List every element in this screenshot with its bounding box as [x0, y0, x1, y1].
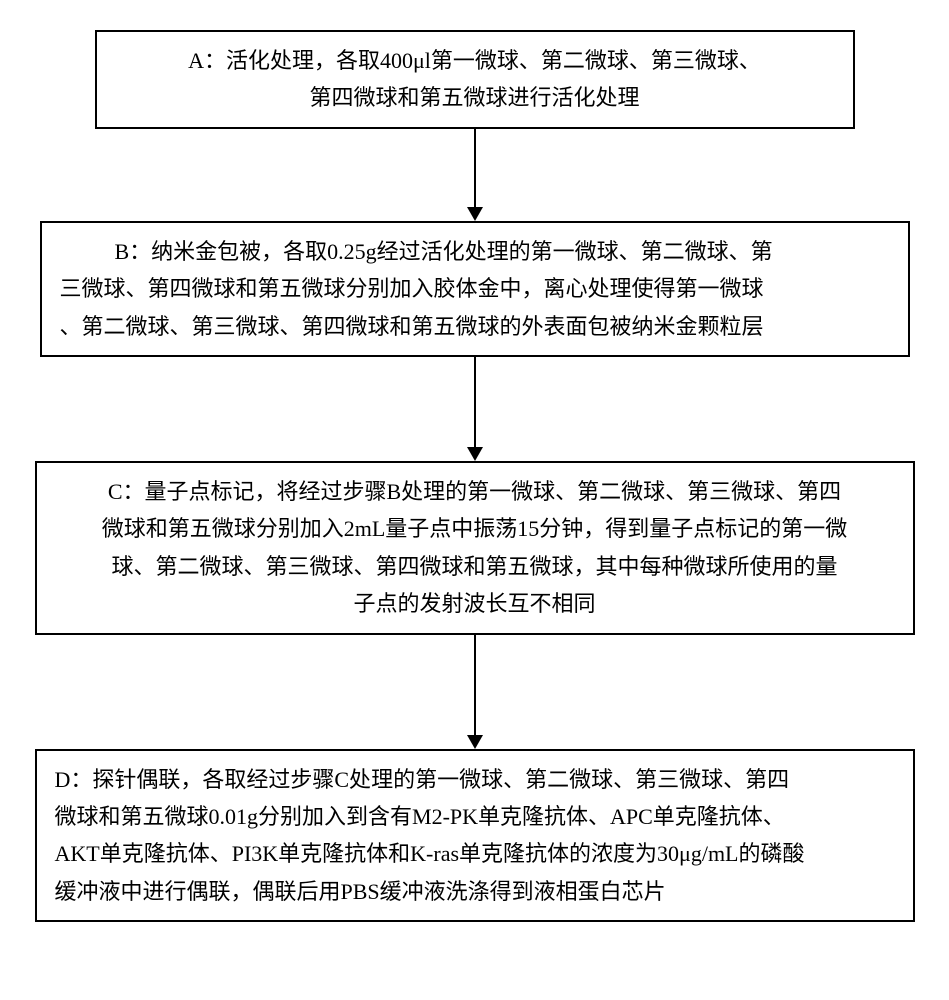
step-c-line-3: 球、第二微球、第三微球、第四微球和第五微球，其中每种微球所使用的量: [55, 548, 895, 585]
arrow-head-icon: [467, 447, 483, 461]
flow-step-b: B：纳米金包被，各取0.25g经过活化处理的第一微球、第二微球、第 三微球、第四…: [40, 221, 910, 357]
arrow-b-c: [467, 357, 483, 461]
step-c-line-2: 微球和第五微球分别加入2mL量子点中振荡15分钟，得到量子点标记的第一微: [55, 510, 895, 547]
step-c-line-1: C：量子点标记，将经过步骤B处理的第一微球、第二微球、第三微球、第四: [55, 473, 895, 510]
step-d-line-3: AKT单克隆抗体、PI3K单克隆抗体和K-ras单克隆抗体的浓度为30μg/mL…: [55, 835, 895, 872]
flow-step-c: C：量子点标记，将经过步骤B处理的第一微球、第二微球、第三微球、第四 微球和第五…: [35, 461, 915, 635]
arrow-head-icon: [467, 207, 483, 221]
step-b-line-1: B：纳米金包被，各取0.25g经过活化处理的第一微球、第二微球、第: [60, 233, 890, 270]
flow-step-a: A：活化处理，各取400μl第一微球、第二微球、第三微球、 第四微球和第五微球进…: [95, 30, 855, 129]
step-c-line-4: 子点的发射波长互不相同: [55, 585, 895, 622]
step-d-line-2: 微球和第五微球0.01g分别加入到含有M2-PK单克隆抗体、APC单克隆抗体、: [55, 798, 895, 835]
flowchart-container: A：活化处理，各取400μl第一微球、第二微球、第三微球、 第四微球和第五微球进…: [20, 30, 929, 922]
step-b-line-3: 、第二微球、第三微球、第四微球和第五微球的外表面包被纳米金颗粒层: [60, 308, 890, 345]
step-b-line-2: 三微球、第四微球和第五微球分别加入胶体金中，离心处理使得第一微球: [60, 270, 890, 307]
arrow-a-b: [467, 129, 483, 221]
step-a-line-2: 第四微球和第五微球进行活化处理: [115, 79, 835, 116]
arrow-head-icon: [467, 735, 483, 749]
arrow-shaft: [474, 635, 476, 735]
arrow-c-d: [467, 635, 483, 749]
step-a-line-1: A：活化处理，各取400μl第一微球、第二微球、第三微球、: [115, 42, 835, 79]
flow-step-d: D：探针偶联，各取经过步骤C处理的第一微球、第二微球、第三微球、第四 微球和第五…: [35, 749, 915, 923]
arrow-shaft: [474, 357, 476, 447]
step-d-line-1: D：探针偶联，各取经过步骤C处理的第一微球、第二微球、第三微球、第四: [55, 761, 895, 798]
step-d-line-4: 缓冲液中进行偶联，偶联后用PBS缓冲液洗涤得到液相蛋白芯片: [55, 873, 895, 910]
arrow-shaft: [474, 129, 476, 207]
